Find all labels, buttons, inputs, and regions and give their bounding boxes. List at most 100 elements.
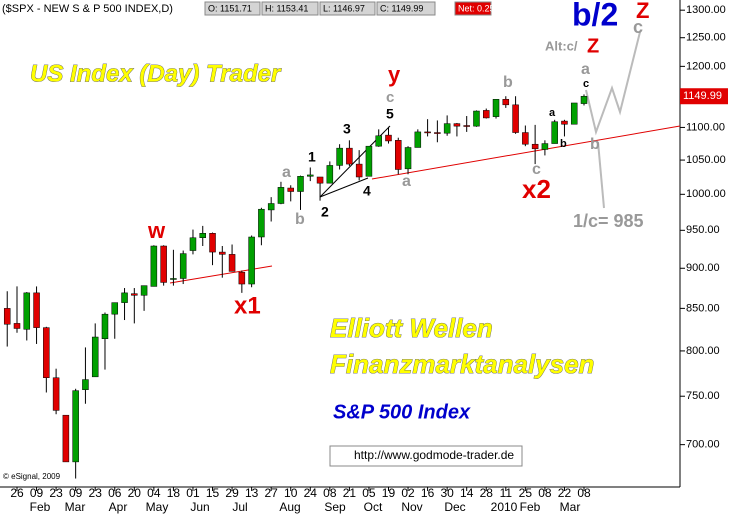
- x-tick-label: 16: [421, 486, 435, 500]
- annotation: Finanzmarktanalysen: [330, 349, 594, 379]
- annotation: c: [583, 78, 589, 90]
- month-label: Jul: [232, 500, 247, 514]
- x-tick-label: 24: [304, 486, 318, 500]
- candle-body: [52, 377, 60, 411]
- annotation: c: [633, 17, 643, 37]
- y-tick-label: 1050.00: [686, 154, 726, 166]
- x-tick-label: 18: [167, 486, 181, 500]
- annotation: b: [590, 136, 600, 153]
- y-tick-label: 1250.00: [686, 32, 726, 44]
- annotation: b: [560, 138, 567, 150]
- candle-body: [463, 125, 470, 127]
- candle-body: [365, 145, 373, 177]
- candle-body: [326, 165, 334, 184]
- candle-body: [541, 143, 549, 150]
- candle-body: [561, 120, 568, 125]
- x-tick-label: 15: [206, 486, 220, 500]
- candle-body: [170, 278, 177, 280]
- x-tick-label: 20: [128, 486, 142, 500]
- month-label: Nov: [401, 500, 422, 514]
- month-label: Mar: [65, 500, 86, 514]
- candle-body: [473, 110, 480, 127]
- candle-body: [580, 95, 588, 104]
- x-tick-label: 09: [30, 486, 44, 500]
- month-label: Feb: [30, 500, 51, 514]
- x-tick-label: 09: [69, 486, 83, 500]
- annotation: 3: [343, 121, 351, 137]
- quote-text: C: 1149.99: [380, 3, 423, 13]
- candle-body: [395, 140, 402, 170]
- annotation: a: [282, 164, 291, 181]
- candle-body: [434, 132, 441, 134]
- y-tick-label: 800.00: [686, 345, 720, 357]
- candle-body: [91, 336, 99, 378]
- month-label: Feb: [520, 500, 541, 514]
- annotation: c: [386, 89, 394, 106]
- x-tick-label: 19: [382, 486, 396, 500]
- quote-text: H: 1153.41: [265, 3, 308, 13]
- candle-body: [189, 237, 197, 251]
- x-tick-label: 22: [558, 486, 572, 500]
- candle-body: [258, 208, 265, 238]
- annotation: Z: [636, 0, 649, 23]
- candle-body: [209, 233, 216, 253]
- candle-body: [23, 292, 31, 330]
- month-label: May: [146, 500, 169, 514]
- candle-body: [531, 143, 539, 150]
- annotation: a: [402, 173, 411, 190]
- candle-body: [179, 253, 187, 279]
- candle-body: [482, 110, 490, 119]
- x-tick-label: 04: [147, 486, 161, 500]
- chart-title: ($SPX - NEW S & P 500 INDEX,D): [2, 3, 173, 15]
- x-tick-label: 26: [10, 486, 24, 500]
- candle-body: [277, 187, 285, 204]
- channel-line: [319, 177, 369, 198]
- y-tick-label: 1100.00: [686, 121, 725, 133]
- candle-body: [375, 135, 382, 147]
- x-tick-label: 30: [440, 486, 454, 500]
- y-tick-label: 1000.00: [686, 188, 726, 200]
- projection-path: [597, 141, 605, 209]
- x-tick-label: 28: [480, 486, 494, 500]
- x-tick-label: 10: [284, 486, 298, 500]
- candle-body: [512, 104, 519, 133]
- x-tick-label: 05: [362, 486, 376, 500]
- y-tick-label: 750.00: [686, 390, 720, 402]
- candle-body: [82, 379, 89, 390]
- y-tick-label: 1300.00: [686, 4, 726, 16]
- x-tick-label: 06: [108, 486, 122, 500]
- month-label: Sep: [324, 500, 346, 514]
- annotation: a: [549, 107, 556, 119]
- month-label: Mar: [560, 500, 581, 514]
- annotation: S&P 500 Index: [333, 401, 471, 423]
- candle-body: [150, 245, 158, 287]
- candle-body: [414, 131, 422, 148]
- candle-body: [3, 308, 11, 325]
- quote-box: [454, 1, 492, 16]
- candle-body: [404, 147, 412, 170]
- candle-body: [131, 293, 138, 296]
- month-label: Aug: [279, 500, 300, 514]
- candle-body: [551, 121, 558, 144]
- trend-line: [371, 125, 681, 180]
- candle-body: [570, 102, 578, 125]
- y-tick-label: 850.00: [686, 302, 720, 314]
- candle-body: [424, 131, 431, 134]
- candles: [3, 94, 588, 479]
- y-tick-label: 950.00: [686, 224, 720, 236]
- projection-path: [585, 31, 641, 136]
- annotation: b: [295, 211, 305, 228]
- x-tick-label: 25: [519, 486, 533, 500]
- price-tag-label: 1149.99: [683, 90, 722, 102]
- y-tick-label: 700.00: [686, 439, 720, 451]
- x-tick-label: 08: [538, 486, 552, 500]
- annotation: w: [147, 218, 166, 243]
- annotation: 4: [363, 183, 371, 199]
- candle-body: [228, 254, 236, 272]
- x-tick-label: 23: [49, 486, 63, 500]
- x-tick-label: 29: [225, 486, 239, 500]
- annotation: 5: [386, 106, 394, 122]
- annotation: © eSignal, 2009: [3, 472, 61, 481]
